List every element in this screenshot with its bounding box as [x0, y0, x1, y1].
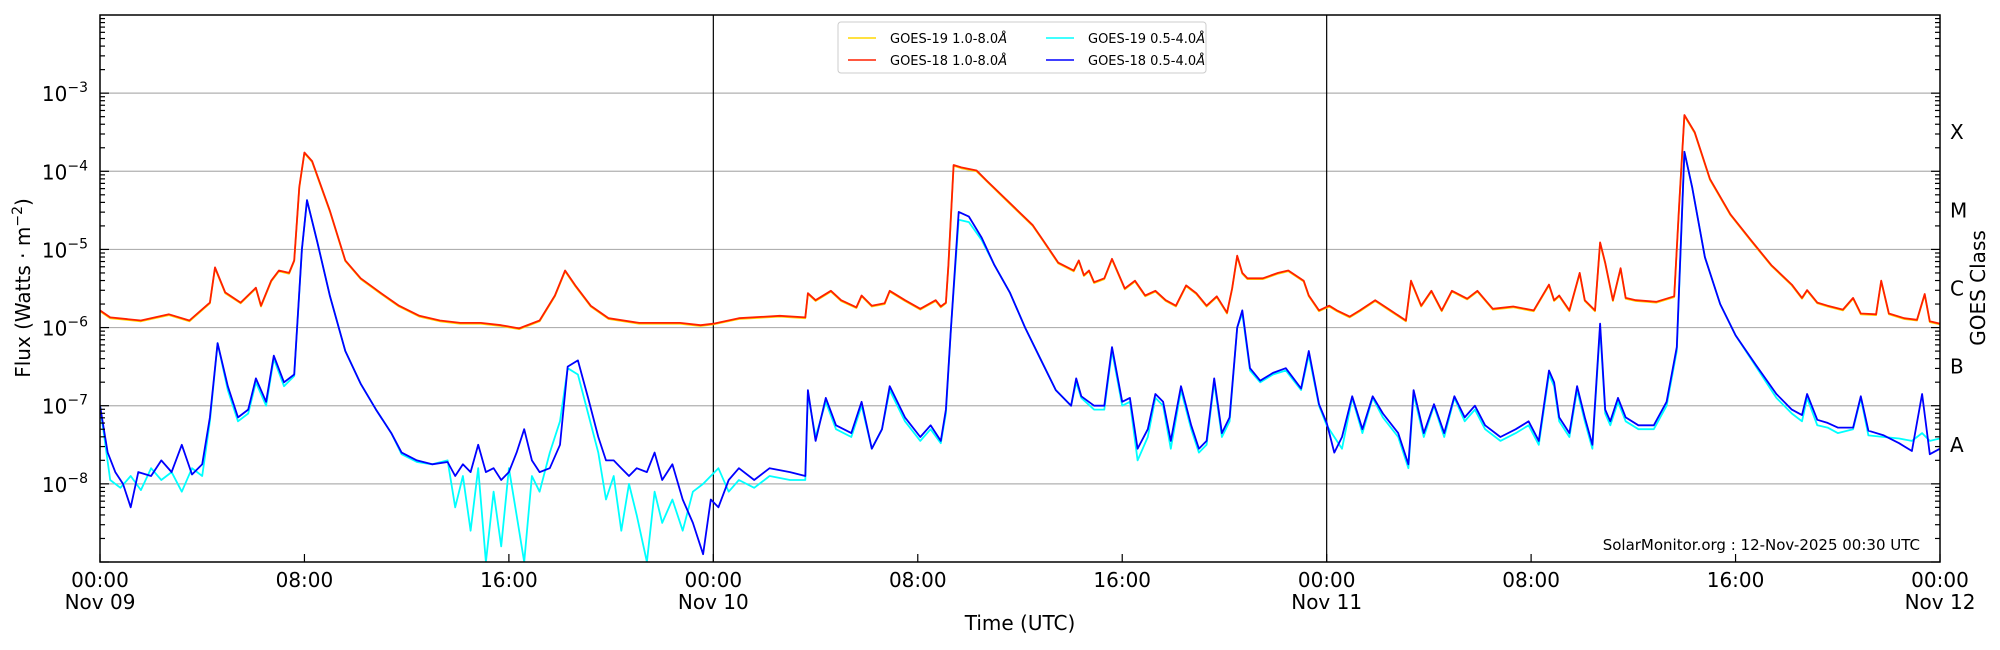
y-tick-label: 10−8 [42, 471, 88, 497]
x-tick-date-label: Nov 10 [678, 590, 749, 614]
goes-class-labels: X M C B A [1950, 120, 1967, 457]
x-tick-label: 08:00 [889, 568, 947, 592]
y-axis-title-main: Flux (Watts · m [11, 227, 35, 378]
y-tick-label: 10−7 [42, 393, 88, 419]
plot-frame [99, 14, 1941, 563]
legend-label: GOES-18 1.0-8.0Å [890, 53, 1007, 69]
x-tick-label: 00:00 [685, 568, 743, 592]
series-line-goes-18-0-5-4-0- [100, 150, 1940, 556]
legend-label: GOES-19 0.5-4.0Å [1088, 31, 1205, 47]
x-tick-label: 16:00 [1707, 568, 1765, 592]
x-tick-label: 00:00 [1298, 568, 1356, 592]
x-tick-label: 00:00 [71, 568, 129, 592]
goes-class-c: C [1950, 277, 1964, 301]
y-tick-label: 10−4 [42, 158, 88, 184]
goes-class-title: GOES Class [1966, 230, 1990, 346]
goes-class-x: X [1950, 120, 1964, 144]
x-tick-date-label: Nov 11 [1291, 590, 1362, 614]
x-tick-label: 00:00 [1911, 568, 1969, 592]
x-tick-label: 08:00 [276, 568, 334, 592]
goes-class-a: A [1950, 433, 1964, 457]
series-line-goes-19-1-0-8-0- [100, 114, 1940, 330]
legend-label: GOES-18 0.5-4.0Å [1088, 53, 1205, 69]
y-axis-title-close: ) [11, 198, 35, 206]
series-line-goes-18-1-0-8-0- [100, 114, 1940, 330]
legend: GOES-19 1.0-8.0Å GOES-19 0.5-4.0Å GOES-18 … [837, 21, 1207, 74]
y-tick-label: 10−3 [42, 80, 88, 106]
y-tick-label: 10−6 [42, 315, 88, 341]
y-axis-title: Flux (Watts · m−2) [10, 198, 35, 378]
y-axis-ticks: 10−3 10−4 10−5 10−6 10−7 10−8 [42, 17, 1940, 563]
y-axis-title-exponent: −2 [10, 206, 26, 227]
source-timestamp-annotation: SolarMonitor.org : 12-Nov-2025 00:30 UTC [1603, 536, 1920, 554]
grid-lines [100, 92, 1940, 485]
goes-class-m: M [1950, 198, 1967, 222]
x-tick-date-label: Nov 09 [65, 590, 136, 614]
x-tick-label: 08:00 [1502, 568, 1560, 592]
x-tick-label: 16:00 [1093, 568, 1151, 592]
x-tick-date-label: Nov 12 [1905, 590, 1976, 614]
right-axis-title: GOES Class [1966, 230, 1990, 346]
day-boundary-lines [712, 15, 1328, 562]
svg-text:Flux (Watts · m−2): Flux (Watts · m−2) [10, 198, 35, 378]
x-tick-label: 16:00 [480, 568, 538, 592]
y-tick-label: 10−5 [42, 236, 88, 262]
x-axis-title: Time (UTC) [964, 611, 1076, 635]
legend-label: GOES-19 1.0-8.0Å [890, 31, 1007, 47]
goes-class-b: B [1950, 355, 1964, 379]
data-series [100, 114, 1940, 562]
legend-box [837, 21, 1207, 74]
